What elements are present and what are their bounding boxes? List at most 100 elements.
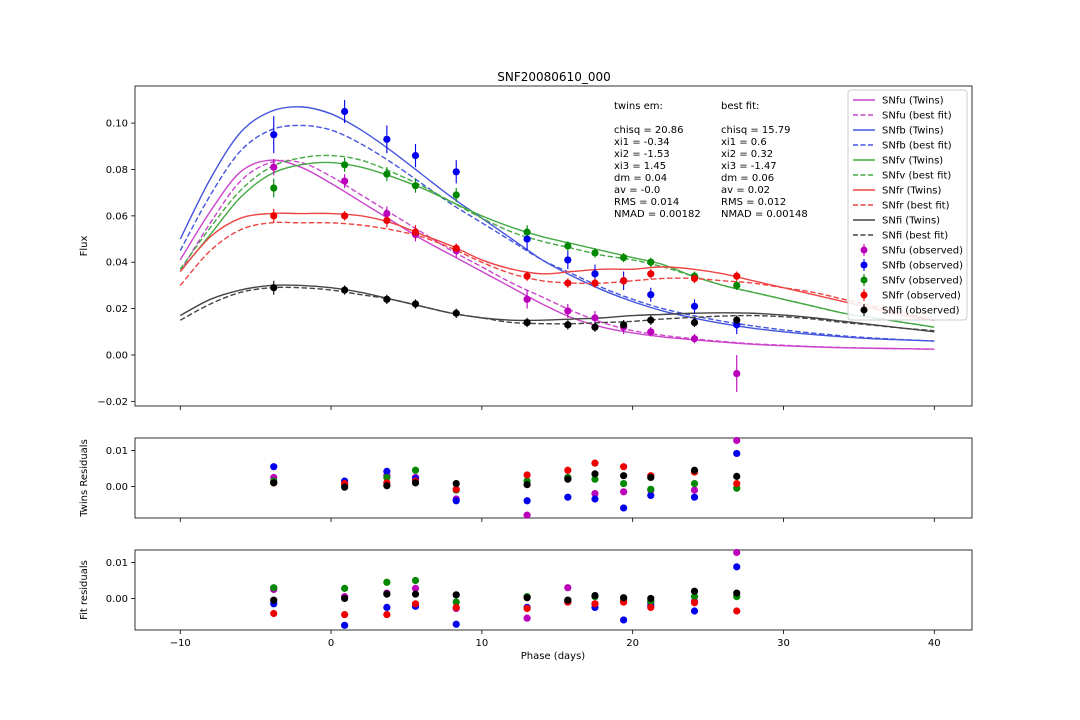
fit-residuals-x-tick-label: −10	[170, 638, 191, 649]
fit-residuals-point-snfi	[270, 596, 278, 604]
legend-label-snfu-observed: SNfu (observed)	[882, 246, 963, 257]
fit-residuals-panel: 0.00 0.01 −10 0 10 20 30 40 Fit residuals	[79, 548, 973, 649]
data-point-snfi-observed	[452, 309, 460, 317]
data-point-snfr-observed	[690, 274, 699, 283]
main-y-tick-label: −0.02	[97, 397, 128, 408]
twins-residuals-point-snfr	[452, 485, 460, 493]
data-point-snfb-observed	[591, 270, 599, 278]
data-point-snfr-observed	[647, 270, 655, 278]
twins-fit-stat: dm = 0.04	[614, 173, 667, 184]
legend-marker-snfv-observed	[860, 276, 868, 284]
twins-fit-stat: twins em:	[614, 101, 663, 112]
twins-residuals-point-snfr	[564, 466, 572, 474]
main-y-tick-label: 0.08	[106, 165, 128, 176]
fit-residuals-point-snfb	[690, 607, 699, 615]
twins-residuals-point-snfb	[733, 449, 741, 458]
fit-residuals-point-snfb	[341, 621, 349, 629]
fit-residuals-point-snfv	[411, 576, 420, 585]
data-point-snfv-observed	[452, 191, 460, 199]
fit-residuals-point-snfr	[523, 604, 531, 613]
chart-title: SNF20080610_000	[497, 70, 610, 84]
twins-residuals-point-snfb	[564, 493, 572, 501]
data-point-snfv-observed	[523, 228, 531, 236]
data-point-snfv-observed	[564, 242, 572, 250]
main-y-tick-label: 0.02	[106, 304, 128, 315]
best-fit-stat: NMAD = 0.00148	[721, 209, 808, 220]
data-point-snfr-observed	[591, 279, 599, 287]
data-point-snfu-observed	[733, 369, 741, 378]
data-point-snfb-observed	[411, 151, 420, 160]
fit-residuals-point-snfr	[690, 599, 699, 607]
data-point-snfv-observed	[341, 161, 349, 169]
twins-residuals-point-snfb	[690, 493, 699, 501]
data-point-snfr-observed	[620, 277, 628, 285]
best-fit-stat: RMS = 0.012	[721, 197, 786, 208]
fit-residuals-point-snfi	[383, 590, 391, 598]
legend: SNfu (Twins) SNfu (best fit) SNfb (Twins) S…	[847, 89, 968, 321]
best-fit-stat: dm = 0.06	[721, 173, 774, 184]
twins-residuals-point-snfi	[690, 466, 699, 474]
fit-residuals-point-snfi	[341, 594, 349, 603]
twins-residuals-point-snfv	[620, 479, 628, 488]
twins-residuals-point-snfi	[523, 481, 531, 489]
main-flux-panel: −0.02 0.00 0.02 0.04 0.06 0.08 0.10 Flux twins e…	[79, 85, 973, 410]
legend-label-snfu-best-fit: SNfu (best fit)	[882, 111, 952, 122]
main-y-axis-label: Flux	[79, 236, 90, 257]
main-y-tick-label: 0.06	[106, 211, 128, 222]
series-line-snfi-twins	[179, 284, 935, 333]
data-point-snfv-observed	[591, 249, 599, 257]
data-point-snfv-observed	[270, 184, 278, 192]
twins-residuals-point-snfv	[591, 475, 599, 483]
data-point-snfv-observed	[383, 170, 391, 178]
best-fit-stat: xi1 = 0.6	[721, 137, 767, 148]
twins-residuals-point-snfi	[383, 482, 391, 490]
data-point-snfi-observed	[620, 321, 628, 329]
data-point-snfb-observed	[341, 107, 349, 116]
series-line-snfu-best-fit	[179, 159, 935, 350]
twins-residuals-point-snfi	[411, 479, 420, 487]
twins-fit-stat: xi2 = -1.53	[614, 149, 670, 160]
data-point-snfr-observed	[341, 212, 349, 220]
fit-residuals-x-tick-label: 20	[626, 638, 639, 649]
data-point-snfi-observed	[733, 316, 741, 324]
fit-residuals-point-snfr	[270, 609, 278, 618]
fit-residuals-point-snfi	[647, 594, 655, 603]
fit-residuals-point-snfr	[452, 603, 460, 611]
data-point-snfu-observed	[591, 314, 599, 322]
legend-label-snfb-twins: SNfb (Twins)	[882, 126, 944, 137]
data-point-snfv-observed	[620, 253, 628, 262]
data-point-snfi-observed	[690, 318, 699, 327]
series-line-snfv-best-fit	[179, 154, 935, 328]
data-point-snfi-observed	[647, 316, 655, 324]
legend-label-snfv-twins: SNfv (Twins)	[882, 156, 943, 167]
fit-residuals-point-snfi	[733, 589, 741, 597]
data-point-snfb-observed	[523, 235, 531, 243]
data-point-snfb-observed	[270, 131, 278, 139]
twins-residuals-point-snfv	[647, 485, 655, 493]
data-point-snfi-observed	[341, 286, 349, 294]
legend-box	[847, 89, 968, 321]
twins-residuals-point-snfi	[733, 472, 741, 480]
twins-fit-stat: RMS = 0.014	[614, 197, 679, 208]
fit-residuals-point-snfi	[591, 591, 599, 600]
legend-label-snfi-observed: SNfi (observed)	[882, 306, 960, 317]
fit-residuals-point-snfb	[733, 563, 741, 571]
fit-residuals-y-tick-label: 0.00	[106, 594, 128, 605]
data-point-snfu-observed	[341, 177, 349, 185]
data-point-snfu-observed	[383, 209, 391, 218]
x-axis-label: Phase (days)	[521, 651, 586, 662]
fit-residuals-y-axis-label: Fit residuals	[79, 560, 90, 620]
twins-fit-stat: xi3 = 1.45	[614, 161, 666, 172]
twins-residuals-panel: 0.00 0.01 Twins Residuals	[79, 436, 973, 522]
twins-residuals-point-snfi	[341, 483, 349, 491]
twins-fit-stat: NMAD = 0.00182	[614, 209, 701, 220]
twins-residuals-point-snfr	[591, 459, 599, 467]
best-fit-stat: best fit:	[721, 101, 759, 112]
data-point-snfv-observed	[647, 258, 655, 266]
twins-residuals-y-tick-label: 0.01	[106, 446, 128, 457]
legend-label-snfr-twins: SNfr (Twins)	[882, 186, 941, 197]
data-point-snfu-observed	[647, 328, 655, 336]
data-point-snfr-observed	[523, 272, 531, 280]
twins-residuals-point-snfv	[690, 479, 699, 488]
main-frame	[134, 85, 973, 407]
